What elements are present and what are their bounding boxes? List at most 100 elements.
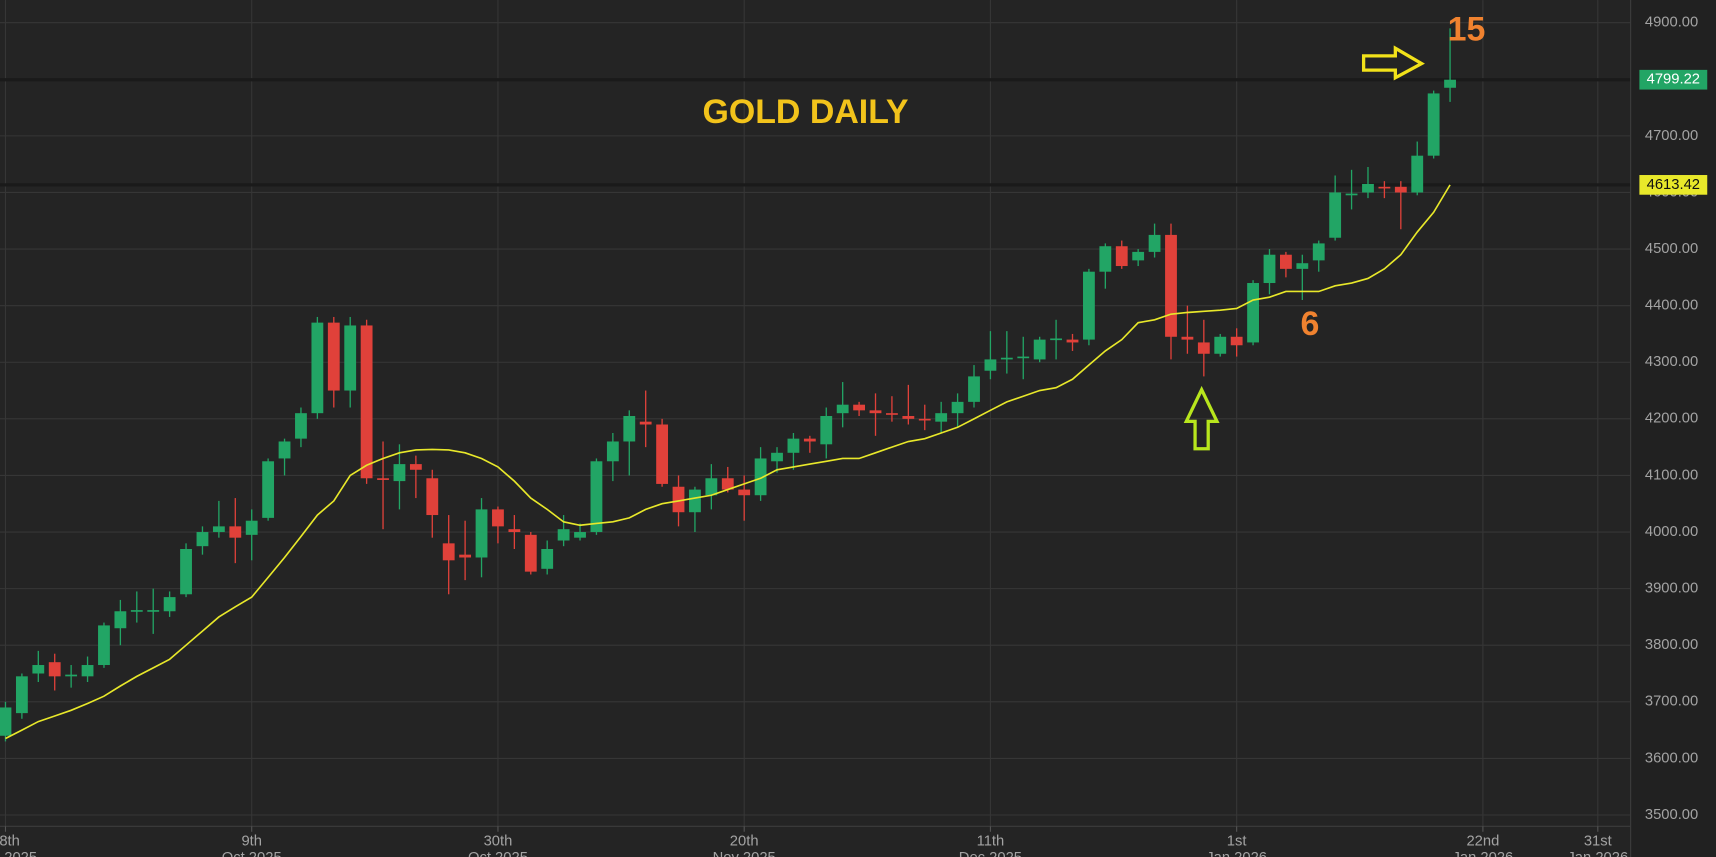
candle-body [656, 424, 669, 484]
candle-body [1279, 254, 1292, 269]
price-badge-label: 4799.22 [1647, 72, 1700, 88]
x-tick-label: 9th [241, 834, 262, 850]
candle-body [442, 543, 455, 561]
candle-body [1099, 246, 1112, 272]
candle-body [721, 478, 734, 490]
candle-body [327, 322, 340, 391]
candle-body [1378, 186, 1391, 189]
candle-body [836, 404, 849, 414]
candle-body [1033, 339, 1046, 360]
candle-body [524, 534, 537, 572]
candle-body [295, 413, 307, 439]
candle-body [935, 413, 948, 422]
candle-body [377, 478, 389, 480]
candle-body [803, 438, 816, 442]
axes: 3500.00 3600.00 3700.00 3800.00 3900.00 4000.… [0, 15, 1708, 857]
candle-body [1000, 357, 1013, 360]
candle-body [32, 665, 45, 674]
candle-body [787, 438, 800, 453]
y-tick-label: 3700.00 [1645, 694, 1698, 710]
x-tick-label: 1st [1227, 834, 1247, 850]
moving-average [5, 184, 1451, 740]
candle-body [1362, 183, 1374, 193]
candle-body [1017, 356, 1030, 359]
x-tick-label: Oct 2025 [468, 850, 528, 857]
candle-body [1181, 336, 1194, 340]
candle-body [1050, 338, 1062, 341]
y-tick-label: 4100.00 [1645, 467, 1698, 483]
candle-body [212, 526, 225, 533]
candle-body [48, 662, 61, 677]
ma-badge [1639, 175, 1708, 195]
arrow-up [1183, 385, 1220, 451]
candle-body [81, 665, 94, 677]
candle-body [130, 610, 143, 612]
candle-body [902, 416, 915, 419]
candle-body [229, 526, 242, 538]
x-tick-label: 31st [1584, 834, 1612, 850]
candle-body [1345, 193, 1358, 196]
x-tick-label: Sep 2025 [0, 850, 37, 857]
candle-body [672, 486, 685, 513]
grid [0, 0, 1631, 827]
y-tick-label: 3600.00 [1645, 750, 1698, 766]
candle-body [951, 401, 964, 414]
y-tick-label: 3500.00 [1645, 807, 1698, 823]
candle-body [196, 532, 209, 547]
candle-body [492, 509, 504, 527]
y-tick-label: 4400.00 [1645, 298, 1698, 314]
candle-body [869, 410, 882, 414]
candle-body [508, 529, 521, 533]
x-tick-label: Jan 2026 [1567, 850, 1628, 857]
candle-body [278, 441, 291, 459]
candle-body [1132, 251, 1145, 261]
candle-body [623, 416, 636, 442]
candle-body [557, 529, 570, 541]
candle-body [1165, 234, 1177, 337]
x-tick-label: Jan 2026 [1206, 850, 1267, 857]
candle-body [853, 404, 866, 411]
y-tick-label: 4000.00 [1645, 524, 1698, 540]
candle-body [1230, 336, 1243, 346]
candle-body [311, 322, 324, 414]
candle-body [1444, 79, 1456, 88]
candle-body [262, 461, 275, 518]
x-tick-label: 30th [484, 834, 513, 850]
candle-body [426, 478, 439, 516]
candle-body [114, 611, 127, 629]
candle-body [1263, 254, 1276, 284]
chart-title: GOLD DAILY [702, 93, 908, 131]
candle-body [1083, 271, 1095, 340]
candle-body [918, 418, 931, 421]
candle-body [1197, 342, 1210, 354]
candle-body [15, 676, 28, 714]
x-tick-label: Jan 2026 [1453, 850, 1514, 857]
candle-body [1148, 234, 1161, 252]
x-tick-label: Nov 2025 [713, 850, 776, 857]
candle-body [574, 532, 586, 538]
candle-body [820, 416, 833, 445]
x-tick-label: 11th [977, 834, 1005, 850]
candle-body [98, 625, 110, 666]
x-tick-label: 20th [730, 834, 759, 850]
candle-body [1066, 339, 1079, 343]
y-tick-label: 4200.00 [1645, 411, 1698, 427]
candle-body [705, 478, 718, 496]
annotation: 15 [1448, 11, 1486, 49]
y-tick-label: 4300.00 [1645, 354, 1698, 370]
x-tick-label: Oct 2025 [222, 850, 282, 857]
candle-body [1214, 336, 1227, 354]
candle-body [541, 549, 554, 569]
candle-body [245, 520, 258, 535]
candle-body [475, 509, 488, 558]
candle-body [1312, 243, 1325, 261]
x-tick-label: 22nd [1466, 834, 1499, 850]
candle-body [590, 461, 603, 533]
candle-body [1296, 263, 1309, 269]
candle-body [360, 325, 373, 479]
candle-body [65, 674, 78, 677]
y-tick-label: 4900.00 [1645, 15, 1698, 31]
candle-body [0, 707, 12, 736]
